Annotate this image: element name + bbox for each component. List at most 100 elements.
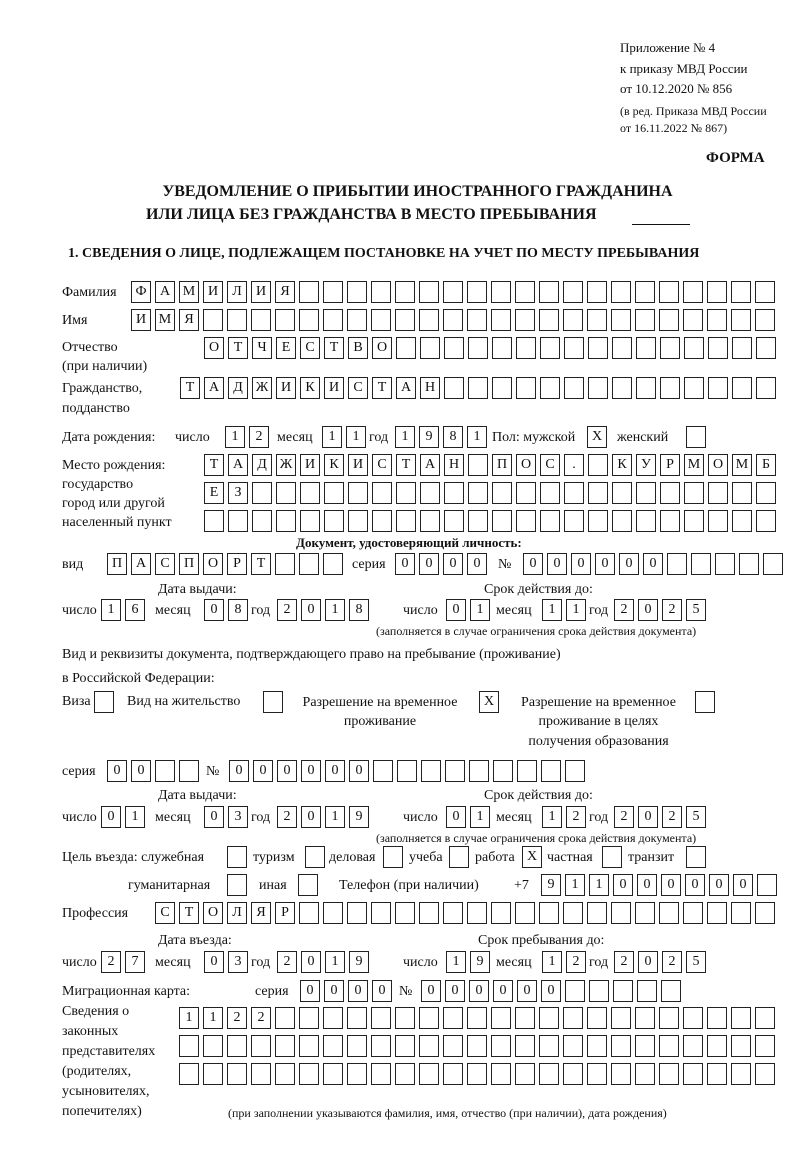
char-box[interactable] (588, 482, 608, 504)
char-box[interactable]: 0 (324, 980, 344, 1002)
char-box[interactable]: 1 (542, 951, 562, 973)
char-box[interactable] (323, 1007, 343, 1029)
char-box[interactable]: 0 (348, 980, 368, 1002)
char-box[interactable] (611, 902, 631, 924)
char-box[interactable] (228, 510, 248, 532)
char-box[interactable] (564, 482, 584, 504)
char-box[interactable]: У (636, 454, 656, 476)
char-box[interactable]: 0 (446, 806, 466, 828)
char-box[interactable]: С (348, 377, 368, 399)
char-box[interactable]: 1 (225, 426, 245, 448)
char-box[interactable] (588, 454, 608, 476)
char-box[interactable]: Ф (131, 281, 151, 303)
purpose-tourism-checkbox[interactable] (305, 846, 325, 868)
char-box[interactable] (204, 510, 224, 532)
purpose-other-checkbox[interactable] (298, 874, 318, 896)
char-box[interactable] (227, 1063, 247, 1085)
purpose-official-checkbox[interactable] (227, 846, 247, 868)
char-box[interactable] (755, 1035, 775, 1057)
char-box[interactable] (371, 281, 391, 303)
char-box[interactable] (587, 1063, 607, 1085)
char-box[interactable] (563, 1007, 583, 1029)
char-box[interactable] (443, 902, 463, 924)
char-box[interactable]: 0 (571, 553, 591, 575)
char-box[interactable]: Е (276, 337, 296, 359)
char-box[interactable] (563, 309, 583, 331)
char-box[interactable]: 8 (349, 599, 369, 621)
char-box[interactable]: 0 (638, 806, 658, 828)
char-box[interactable]: Т (372, 377, 392, 399)
char-box[interactable] (395, 1063, 415, 1085)
char-box[interactable] (371, 1007, 391, 1029)
char-box[interactable]: Ж (252, 377, 272, 399)
char-box[interactable] (564, 337, 584, 359)
char-box[interactable]: 0 (709, 874, 729, 896)
char-box[interactable] (589, 980, 609, 1002)
char-box[interactable] (540, 510, 560, 532)
char-box[interactable] (636, 510, 656, 532)
char-box[interactable] (588, 377, 608, 399)
char-box[interactable] (419, 1035, 439, 1057)
char-box[interactable] (587, 281, 607, 303)
char-box[interactable]: И (300, 454, 320, 476)
char-box[interactable] (443, 1035, 463, 1057)
char-box[interactable]: А (155, 281, 175, 303)
char-box[interactable]: Н (444, 454, 464, 476)
char-box[interactable]: 1 (325, 806, 345, 828)
checkbox-cell[interactable] (602, 846, 622, 868)
char-box[interactable]: П (107, 553, 127, 575)
char-box[interactable] (683, 902, 703, 924)
char-box[interactable] (516, 510, 536, 532)
char-box[interactable]: 0 (643, 553, 663, 575)
char-box[interactable]: 2 (227, 1007, 247, 1029)
char-box[interactable]: 2 (614, 951, 634, 973)
char-box[interactable]: 0 (229, 760, 249, 782)
char-box[interactable] (763, 553, 783, 575)
char-box[interactable]: 0 (638, 951, 658, 973)
char-box[interactable]: К (612, 454, 632, 476)
char-box[interactable]: А (131, 553, 151, 575)
char-box[interactable] (468, 482, 488, 504)
char-box[interactable]: 5 (686, 599, 706, 621)
char-box[interactable] (516, 482, 536, 504)
char-box[interactable]: 8 (443, 426, 463, 448)
char-box[interactable] (515, 902, 535, 924)
char-box[interactable] (444, 377, 464, 399)
char-box[interactable] (755, 281, 775, 303)
checkbox-cell[interactable] (227, 846, 247, 868)
char-box[interactable] (731, 1035, 751, 1057)
char-box[interactable] (539, 1063, 559, 1085)
char-box[interactable]: С (372, 454, 392, 476)
char-box[interactable] (371, 309, 391, 331)
checkbox-cell[interactable] (686, 846, 706, 868)
char-box[interactable]: С (540, 454, 560, 476)
char-box[interactable]: И (203, 281, 223, 303)
char-box[interactable] (540, 377, 560, 399)
char-box[interactable]: 1 (395, 426, 415, 448)
char-box[interactable] (492, 482, 512, 504)
char-box[interactable]: О (372, 337, 392, 359)
char-box[interactable] (395, 902, 415, 924)
char-box[interactable] (684, 510, 704, 532)
char-box[interactable] (395, 1007, 415, 1029)
char-box[interactable] (515, 1007, 535, 1029)
char-box[interactable]: 0 (204, 806, 224, 828)
char-box[interactable]: С (155, 902, 175, 924)
char-box[interactable]: 9 (541, 874, 561, 896)
char-box[interactable] (252, 510, 272, 532)
char-box[interactable] (397, 760, 417, 782)
char-box[interactable] (739, 553, 759, 575)
char-box[interactable] (323, 281, 343, 303)
char-box[interactable] (373, 760, 393, 782)
char-box[interactable]: 2 (251, 1007, 271, 1029)
char-box[interactable] (300, 482, 320, 504)
char-box[interactable] (613, 980, 633, 1002)
